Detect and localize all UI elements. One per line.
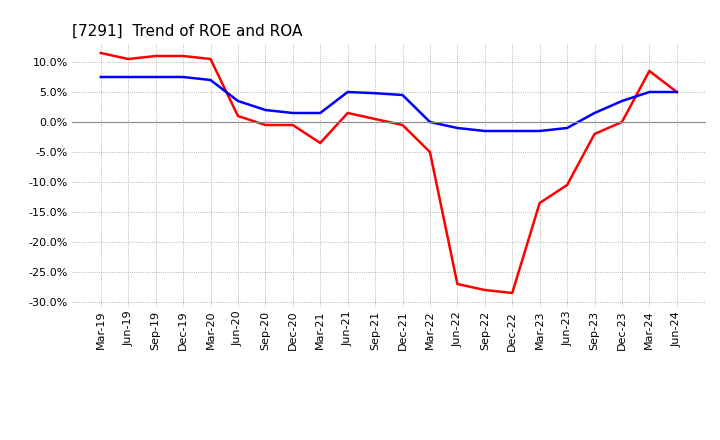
ROE: [151, 53, 160, 59]
ROE: [179, 53, 187, 59]
ROA: [672, 89, 681, 95]
ROE: [343, 110, 352, 116]
ROA: [563, 125, 572, 131]
ROA: [590, 110, 599, 116]
ROE: [398, 122, 407, 128]
ROE: [289, 122, 297, 128]
ROE: [261, 122, 270, 128]
Line: ROA: ROA: [101, 77, 677, 131]
ROE: [645, 68, 654, 73]
ROA: [618, 99, 626, 104]
ROE: [453, 281, 462, 286]
ROE: [233, 114, 242, 119]
ROA: [508, 128, 516, 134]
ROA: [233, 99, 242, 104]
ROE: [426, 149, 434, 154]
ROA: [536, 128, 544, 134]
ROA: [343, 89, 352, 95]
ROA: [206, 77, 215, 83]
ROA: [398, 92, 407, 98]
ROA: [453, 125, 462, 131]
ROA: [289, 110, 297, 116]
ROE: [96, 50, 105, 55]
Text: [7291]  Trend of ROE and ROA: [7291] Trend of ROE and ROA: [72, 24, 302, 39]
ROA: [151, 74, 160, 80]
ROA: [261, 107, 270, 113]
ROE: [124, 56, 132, 62]
ROA: [316, 110, 325, 116]
ROE: [371, 116, 379, 121]
ROA: [179, 74, 187, 80]
ROE: [206, 56, 215, 62]
ROE: [590, 132, 599, 137]
ROE: [563, 182, 572, 187]
ROE: [316, 140, 325, 146]
Line: ROE: ROE: [101, 53, 677, 293]
ROA: [645, 89, 654, 95]
ROA: [480, 128, 489, 134]
ROA: [96, 74, 105, 80]
ROE: [480, 287, 489, 293]
ROE: [536, 200, 544, 205]
ROA: [124, 74, 132, 80]
ROE: [508, 290, 516, 296]
ROE: [672, 89, 681, 95]
ROE: [618, 119, 626, 125]
ROA: [426, 119, 434, 125]
ROA: [371, 91, 379, 96]
